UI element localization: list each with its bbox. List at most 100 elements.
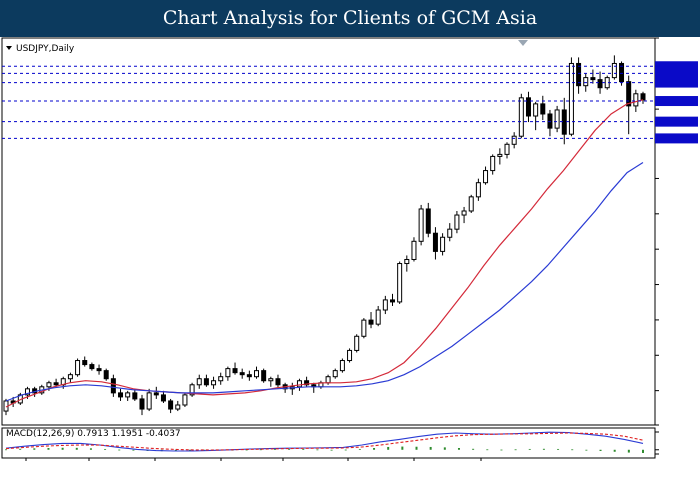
- candle-body: [82, 360, 88, 366]
- candle-body: [461, 210, 467, 216]
- candle-body: [475, 182, 481, 198]
- candle-body: [490, 155, 496, 172]
- chart-banner-title: Chart Analysis for Clients of GCM Asia: [0, 0, 700, 37]
- candle-body: [611, 62, 617, 79]
- dropdown-arrow-icon: [6, 46, 12, 50]
- level-label-box: [655, 96, 698, 107]
- macd-histogram-bar: [486, 449, 489, 451]
- candle-body: [232, 368, 238, 374]
- candle-body: [203, 378, 209, 386]
- candle-body: [619, 62, 625, 83]
- macd-histogram-bar: [500, 449, 503, 451]
- macd-histogram-bar: [259, 449, 262, 451]
- candle-body: [268, 378, 274, 382]
- candle-body: [67, 374, 73, 380]
- macd-histogram-bar: [627, 449, 630, 453]
- macd-histogram-bar: [401, 446, 404, 450]
- macd-histogram-bar: [415, 446, 418, 450]
- macd-histogram-bar: [557, 448, 560, 450]
- candle-body: [254, 370, 260, 378]
- macd-histogram-bar: [118, 449, 121, 451]
- candle-body: [160, 394, 166, 402]
- macd-histogram-bar: [528, 448, 531, 450]
- candle-body: [175, 404, 181, 410]
- macd-histogram-bar: [613, 449, 616, 452]
- candle-body: [483, 170, 489, 184]
- macd-histogram-bar: [514, 449, 517, 451]
- shift-marker-icon: [518, 40, 528, 46]
- price-panel-frame: [1, 37, 656, 426]
- candle-body: [218, 376, 224, 382]
- candle-body: [275, 378, 281, 386]
- candle-body: [211, 380, 217, 386]
- candle-body: [125, 392, 131, 398]
- moving-average-slow-line: [5, 161, 644, 402]
- macd-title: MACD(12,26,9) 0.7913 1.1951 -0.4037: [6, 429, 181, 439]
- candle-body: [447, 228, 453, 238]
- level-label-box: [655, 61, 698, 72]
- macd-histogram-bar: [189, 449, 192, 451]
- macd-histogram-bar: [19, 448, 22, 450]
- candle-body: [304, 380, 310, 386]
- macd-histogram-bar: [75, 447, 78, 450]
- macd-histogram-bar: [273, 449, 276, 450]
- candle-body: [96, 368, 102, 372]
- candle-body: [361, 319, 367, 337]
- candle-body: [626, 81, 632, 107]
- candle-body: [146, 392, 152, 410]
- candle-body: [497, 153, 503, 157]
- candle-body: [325, 376, 331, 384]
- candle-body: [153, 392, 159, 396]
- candle-body: [168, 400, 174, 410]
- candle-body: [110, 378, 116, 394]
- candle-body: [468, 196, 474, 212]
- candle-body: [53, 382, 59, 386]
- candle-body: [640, 93, 646, 101]
- candle-body: [404, 258, 410, 265]
- candle-body: [425, 208, 431, 234]
- price-chart-title: USDJPY,Daily: [16, 44, 75, 54]
- candle-body: [440, 236, 446, 252]
- candle-body: [368, 319, 374, 325]
- macd-histogram-bar: [373, 448, 376, 450]
- macd-histogram-bar: [358, 448, 361, 450]
- candle-body: [511, 135, 517, 145]
- macd-histogram-bar: [89, 448, 92, 450]
- macd-histogram-bar: [542, 448, 545, 450]
- candle-body: [89, 364, 95, 370]
- level-label-box: [655, 116, 698, 127]
- macd-histogram-bar: [104, 448, 107, 450]
- candle-body: [525, 97, 531, 117]
- macd-histogram-bar: [33, 448, 36, 450]
- macd-histogram-bar: [429, 446, 432, 450]
- macd-histogram-bar: [316, 449, 319, 451]
- macd-histogram-bar: [642, 449, 644, 453]
- macd-histogram-bar: [443, 447, 446, 450]
- candle-body: [547, 113, 553, 129]
- candle-body: [46, 382, 52, 388]
- macd-histogram-bar: [61, 447, 64, 450]
- candle-body: [576, 62, 582, 87]
- level-label-box: [655, 77, 698, 88]
- macd-line: [5, 431, 644, 452]
- price-panel: [1, 37, 698, 426]
- macd-histogram-bar: [387, 446, 390, 450]
- candle-body: [339, 360, 345, 372]
- candle-body: [196, 378, 202, 386]
- candle-body: [75, 360, 81, 376]
- candle-body: [103, 370, 109, 380]
- macd-histogram-bar: [457, 448, 460, 450]
- candle-body: [583, 77, 589, 87]
- candle-body: [389, 299, 395, 303]
- macd-panel: [1, 427, 659, 461]
- macd-histogram-bar: [174, 449, 177, 452]
- candle-body: [397, 263, 403, 303]
- macd-histogram-bar: [599, 449, 602, 451]
- candle-body: [454, 214, 460, 230]
- candle-body: [261, 370, 267, 382]
- candle-body: [118, 392, 124, 398]
- macd-histogram-bar: [47, 448, 50, 450]
- macd-signal-line: [5, 432, 644, 451]
- candle-body: [354, 335, 360, 351]
